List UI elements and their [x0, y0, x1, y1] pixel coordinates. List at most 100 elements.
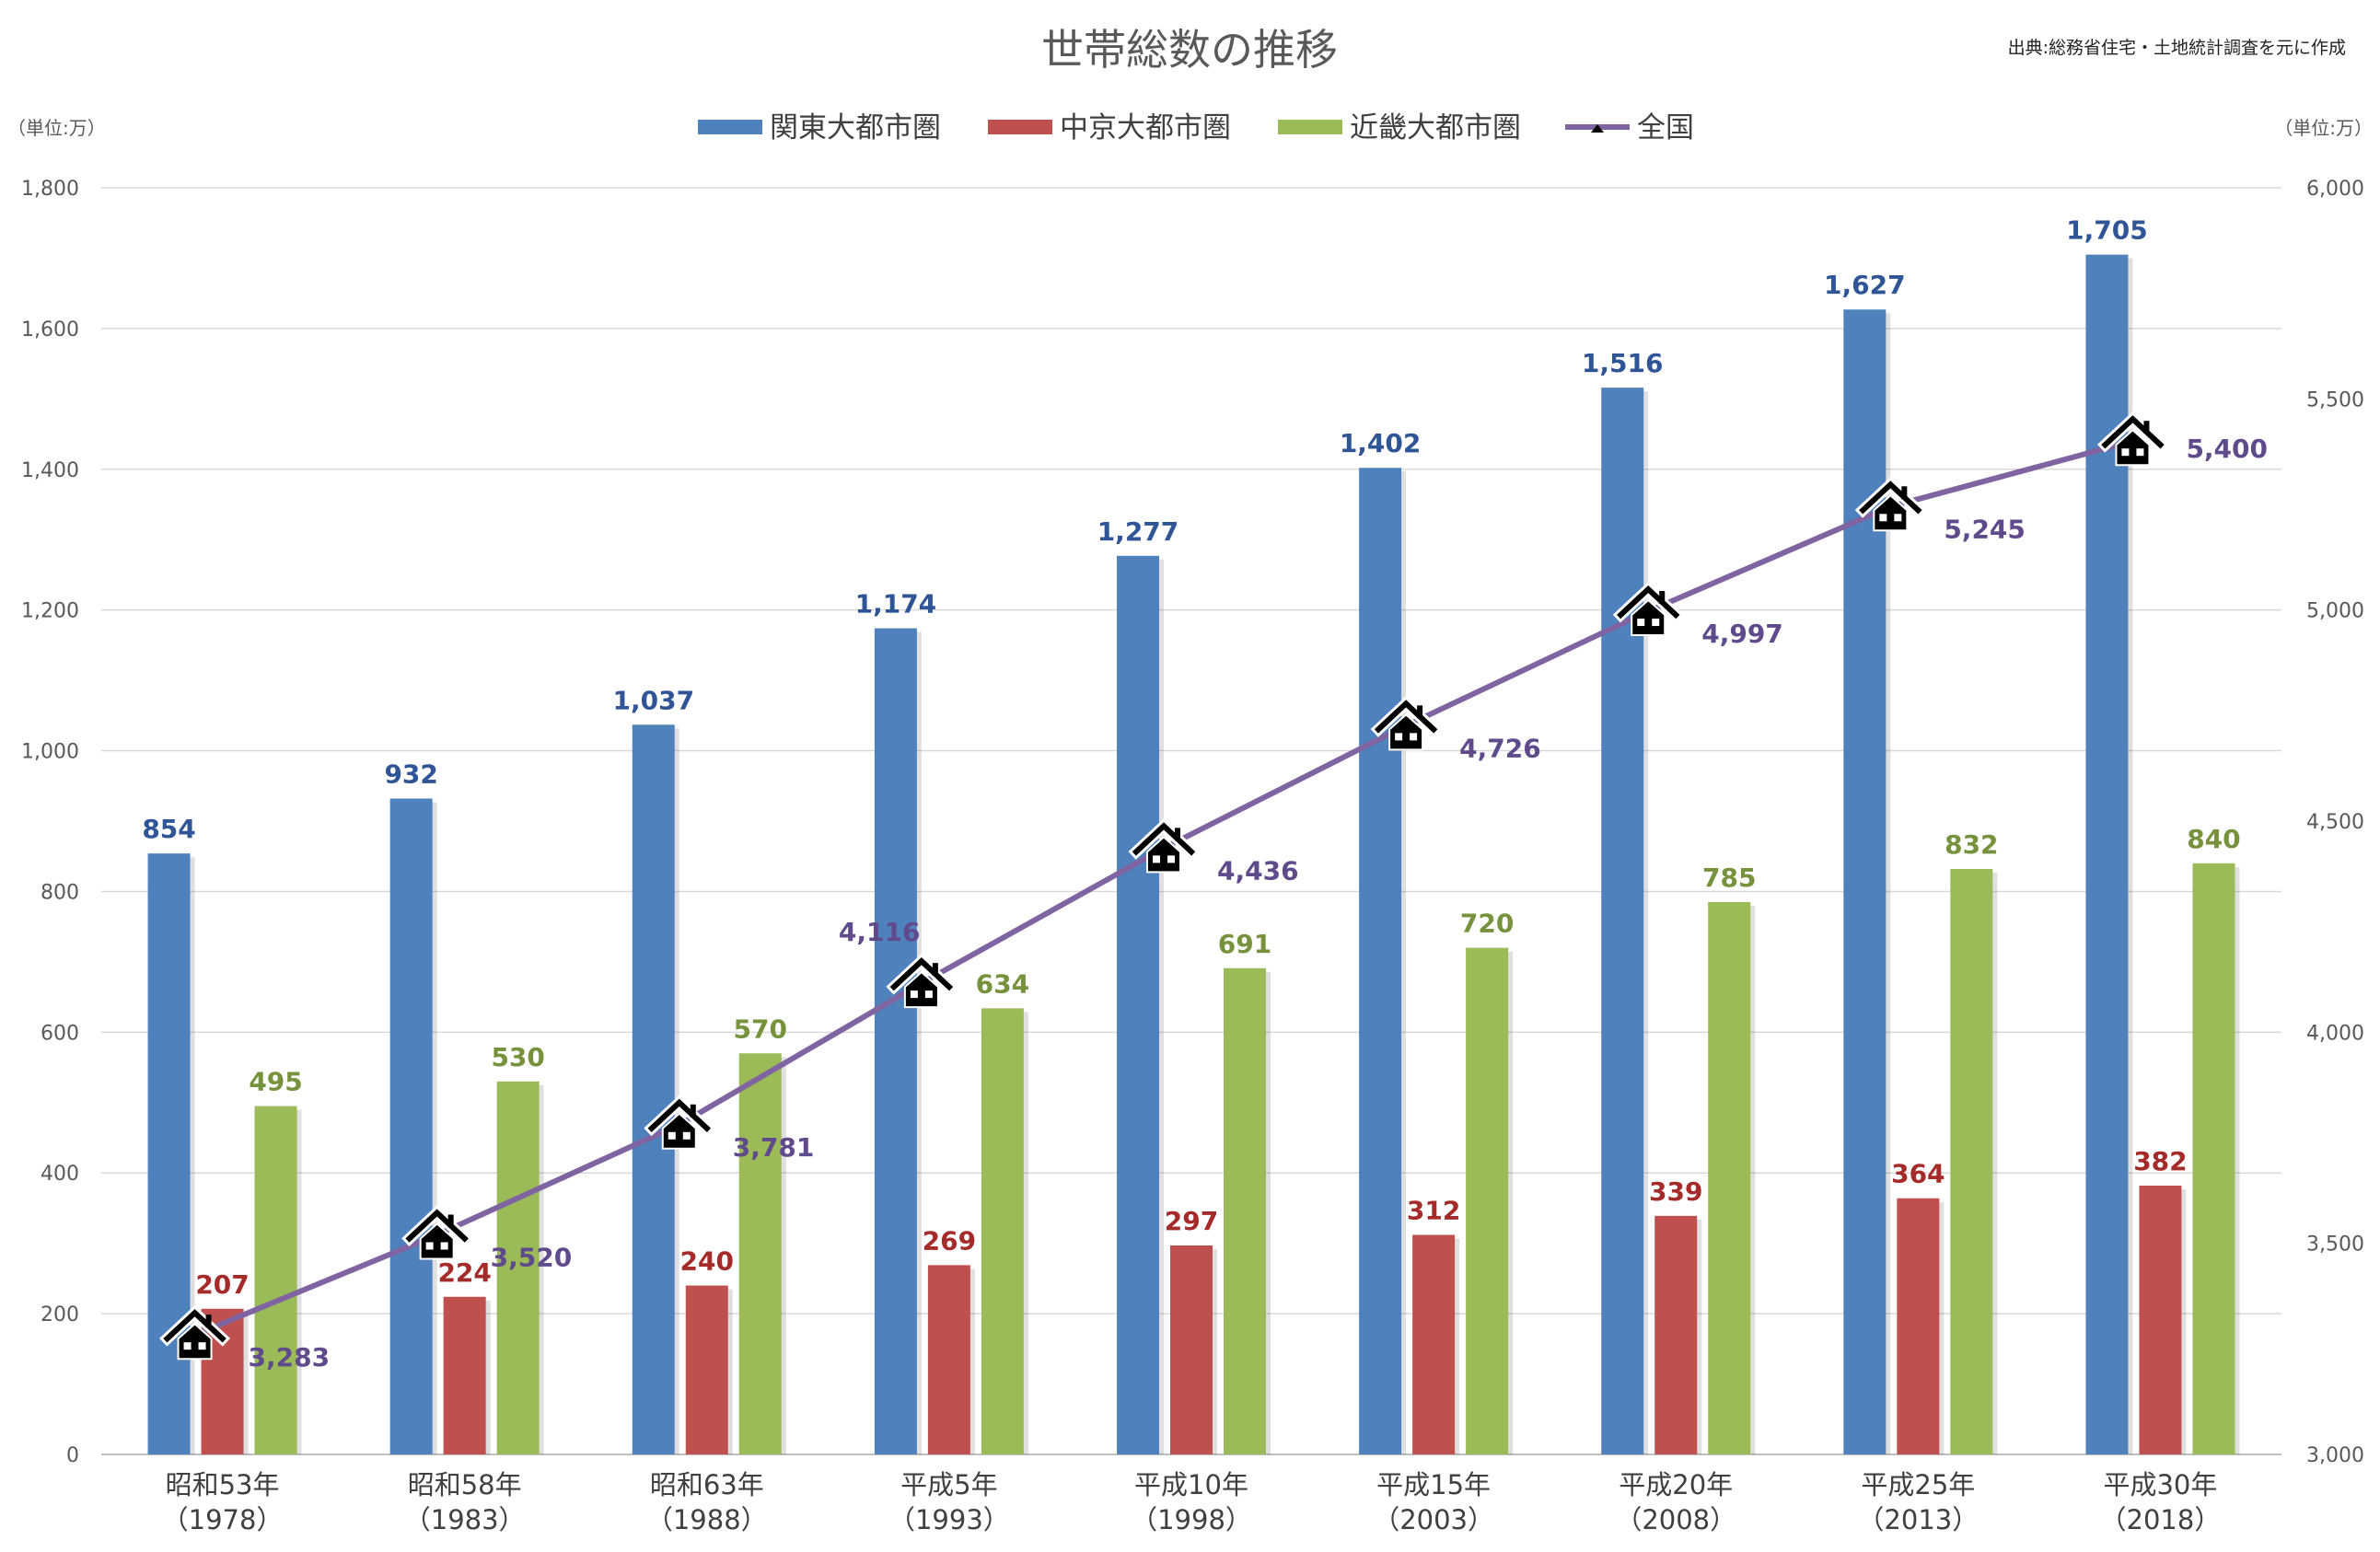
- left-axis-tick-label: 1,000: [21, 741, 79, 764]
- bar-value-label: 1,705: [2066, 215, 2148, 246]
- house-icon: [2096, 411, 2168, 467]
- line-value-label: 5,400: [2186, 434, 2268, 464]
- bar: [389, 798, 433, 1454]
- bar-value-label: 1,402: [1340, 428, 1422, 458]
- bar-value-label: 224: [437, 1257, 491, 1288]
- legend-item: 全国: [1565, 111, 1694, 145]
- left-axis-tick-label: 800: [41, 881, 79, 904]
- line-value-label: 4,997: [1701, 619, 1783, 649]
- bar-value-label: 932: [384, 759, 437, 790]
- x-axis-category-year: （1983）: [404, 1504, 526, 1535]
- source-note: 出典:総務省住宅・土地統計調査を元に作成: [2008, 38, 2346, 58]
- bar: [685, 1285, 728, 1454]
- bar-value-label: 854: [142, 814, 195, 844]
- bar: [1601, 388, 1644, 1454]
- bar: [874, 628, 917, 1454]
- x-axis-category-year: （2008）: [1615, 1504, 1736, 1535]
- right-axis-tick-label: 6,000: [2306, 178, 2364, 201]
- x-axis-category-label: 平成15年: [1376, 1469, 1491, 1500]
- bar: [1412, 1234, 1456, 1454]
- x-axis-category-label: 昭和63年: [650, 1469, 764, 1500]
- bar-value-label: 785: [1702, 863, 1756, 893]
- bar: [1897, 1198, 1940, 1454]
- legend-item: 近畿大都市圏: [1278, 111, 1521, 145]
- x-axis-category-year: （2013）: [1857, 1504, 1979, 1535]
- bar: [254, 1106, 297, 1454]
- x-axis-category-label: 平成10年: [1134, 1469, 1248, 1500]
- line-value-label: 3,520: [491, 1242, 573, 1272]
- line-layer: [159, 411, 2168, 1361]
- bar: [1708, 901, 1751, 1454]
- right-axis-tick-label: 5,000: [2306, 600, 2364, 623]
- left-axis-tick-label: 0: [66, 1444, 79, 1467]
- legend: 関東大都市圏 中京大都市圏 近畿大都市圏 全国: [698, 111, 1694, 145]
- bar: [443, 1296, 486, 1454]
- legend-swatch: [698, 120, 762, 134]
- line-value-label: 4,436: [1217, 855, 1299, 886]
- bar: [738, 1053, 782, 1454]
- x-axis-category-year: （1988）: [646, 1504, 768, 1535]
- bar-value-label: 382: [2133, 1146, 2187, 1176]
- bar-value-label: 530: [491, 1042, 544, 1072]
- legend-item: 中京大都市圏: [988, 111, 1231, 145]
- left-axis-tick-label: 200: [41, 1303, 79, 1326]
- right-axis-tick-label: 4,000: [2306, 1022, 2364, 1045]
- bar: [1950, 868, 1993, 1454]
- legend-label: 全国: [1637, 111, 1694, 145]
- legend-house-icon: [1591, 124, 1604, 133]
- bar-value-label: 720: [1460, 909, 1514, 939]
- x-axis-category-label: 昭和53年: [166, 1469, 280, 1500]
- legend-swatch: [1278, 120, 1342, 134]
- x-axis-category-label: 平成30年: [2103, 1469, 2217, 1500]
- left-axis-tick-label: 1,600: [21, 319, 79, 342]
- bar-value-label: 1,277: [1097, 516, 1179, 547]
- x-axis-category-label: 平成20年: [1619, 1469, 1733, 1500]
- bar: [1117, 555, 1159, 1454]
- right-axis-unit: （単位:万）: [2274, 117, 2373, 139]
- line-value-label: 3,283: [249, 1342, 331, 1372]
- left-axis-tick-label: 600: [41, 1022, 79, 1045]
- bar-value-label: 634: [976, 968, 1029, 999]
- bar-value-label: 269: [923, 1225, 976, 1256]
- house-icon: [159, 1304, 231, 1361]
- bar-value-label: 364: [1891, 1159, 1945, 1189]
- house-icon: [1128, 818, 1200, 874]
- bar-value-label: 312: [1407, 1195, 1460, 1225]
- bar-value-label: 1,174: [855, 589, 937, 620]
- bar-value-label: 570: [734, 1013, 787, 1044]
- legend-item: 関東大都市圏: [698, 111, 941, 145]
- chart-title: 世帯総数の推移: [1041, 25, 1338, 75]
- line-value-label: 3,781: [733, 1132, 815, 1163]
- line-value-label: 4,116: [839, 917, 921, 947]
- legend-label: 関東大都市圏: [770, 111, 941, 145]
- left-axis-unit: （単位:万）: [7, 117, 106, 139]
- bar-value-label: 1,627: [1824, 270, 1906, 300]
- house-icon: [886, 953, 958, 1009]
- left-axis-tick-label: 1,800: [21, 178, 79, 201]
- bar: [1654, 1215, 1698, 1454]
- bar: [981, 1008, 1024, 1454]
- bar: [1224, 967, 1266, 1454]
- bar-value-label: 339: [1649, 1176, 1702, 1207]
- line-value-label: 5,245: [1944, 514, 2026, 544]
- bar-value-label: 691: [1218, 929, 1271, 959]
- x-axis-category-year: （1978）: [162, 1504, 284, 1535]
- labels-layer: 854 932 1,037 1,174 1,277 1,402 1,516 1,627 1,70…: [142, 215, 2268, 1373]
- bar-value-label: 832: [1945, 829, 1998, 860]
- bar-value-label: 840: [2187, 824, 2240, 854]
- right-axis-tick-label: 5,500: [2306, 388, 2364, 411]
- left-axis-tick-label: 1,200: [21, 600, 79, 623]
- x-axis-category-label: 昭和58年: [408, 1469, 522, 1500]
- right-axis-tick-label: 3,000: [2306, 1444, 2364, 1467]
- bar: [2139, 1185, 2182, 1454]
- bar-value-label: 1,516: [1582, 348, 1664, 378]
- x-axis-category-year: （1998）: [1131, 1504, 1252, 1535]
- legend-label: 近畿大都市圏: [1350, 111, 1521, 145]
- bar: [1359, 468, 1402, 1454]
- bar-value-label: 240: [680, 1246, 734, 1277]
- house-icon: [1854, 477, 1926, 532]
- bar: [147, 853, 191, 1454]
- right-axis-tick-label: 3,500: [2306, 1233, 2364, 1257]
- bar: [496, 1081, 540, 1454]
